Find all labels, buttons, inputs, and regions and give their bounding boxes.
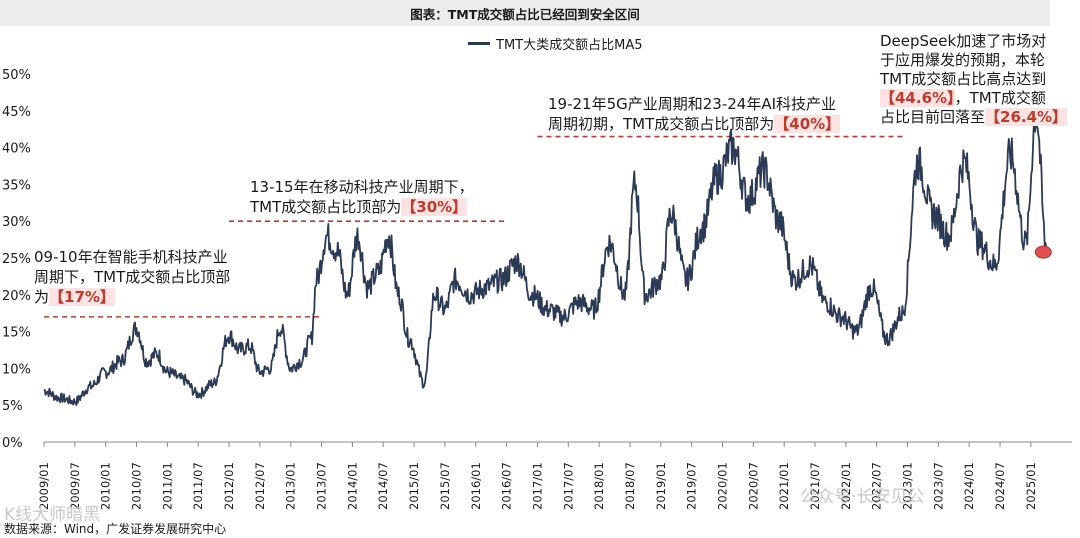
x-tick-label: 2011/07	[191, 462, 205, 510]
x-tick-label: 2022/07	[870, 462, 884, 510]
chart-title: 图表：TMT成交额占比已经回到安全区间	[0, 0, 1050, 26]
legend: TMT大类成交额占比MA5	[468, 34, 642, 53]
x-tick-label: 2010/07	[130, 462, 144, 510]
x-tick-label: 2014/01	[345, 462, 359, 510]
x-tick-label: 2015/01	[407, 462, 421, 510]
x-tick-label: 2016/07	[500, 462, 514, 510]
annotation-2025: DeepSeek加速了市场对 于应用爆发的预期，本轮 TMT成交额占比高点达到 …	[880, 32, 1068, 126]
current-value-marker	[1034, 245, 1052, 259]
x-tick-label: 2013/07	[315, 462, 329, 510]
x-tick-label: 2020/01	[715, 462, 729, 510]
x-tick-label: 2024/07	[993, 462, 1007, 510]
annotation-2009: 09-10年在智能手机科技产业 周期下，TMT成交额占比顶部 为【17%】	[34, 248, 231, 306]
annotation-2013: 13-15年在移动科技产业周期下， TMT成交额占比顶部为【30%】	[250, 178, 474, 216]
peak-value-44-6: 【44.6%】	[880, 89, 955, 107]
peak-value-17: 【17%】	[49, 288, 115, 306]
x-tick-label: 2016/01	[469, 462, 483, 510]
series-line	[43, 116, 1048, 406]
x-tick-label: 2011/01	[160, 462, 174, 510]
y-tick-label: 35%	[2, 178, 31, 193]
series-layer	[43, 116, 1052, 406]
x-tick-label: 2017/01	[530, 462, 544, 510]
y-tick-label: 40%	[2, 142, 31, 157]
x-tick-label: 2012/01	[222, 462, 236, 510]
x-axis: 2009/01 2009/07 2010/01 2010/07 2011/01 2011/…	[37, 441, 1072, 510]
x-tick-label: 2013/01	[284, 462, 298, 510]
x-tick-label: 2021/07	[808, 462, 822, 510]
x-tick-label: 2014/07	[376, 462, 390, 510]
reference-lines	[44, 135, 903, 318]
x-tick-label: 2015/07	[438, 462, 452, 510]
y-axis: 0% 5% 10% 15% 20% 25% 30% 35% 40% 45% 50%	[2, 68, 31, 451]
y-tick-label: 50%	[2, 68, 31, 83]
x-tick-label: 2019/01	[654, 462, 668, 510]
x-tick-label: 2017/07	[561, 462, 575, 510]
x-tick-label: 2009/07	[68, 462, 82, 510]
current-value-26-4: 【26.4%】	[985, 108, 1068, 126]
y-tick-label: 20%	[2, 289, 31, 304]
y-tick-label: 15%	[2, 326, 31, 341]
y-tick-label: 45%	[2, 105, 31, 120]
y-tick-label: 0%	[2, 436, 23, 451]
x-tick-label: 2023/07	[931, 462, 945, 510]
x-tick-label: 2010/01	[99, 462, 113, 510]
x-tick-label: 2019/07	[685, 462, 699, 510]
peak-value-30: 【30%】	[401, 198, 468, 216]
x-tick-label: 2020/07	[746, 462, 760, 510]
x-tick-label: 2025/01	[1024, 462, 1038, 510]
x-tick-label: 2018/07	[623, 462, 637, 510]
x-tick-label: 2021/01	[777, 462, 791, 510]
y-tick-label: 5%	[2, 399, 23, 414]
x-tick-label: 2024/01	[962, 462, 976, 510]
y-tick-label: 30%	[2, 215, 31, 230]
x-tick-label: 2023/01	[901, 462, 915, 510]
legend-label: TMT大类成交额占比MA5	[496, 38, 643, 53]
peak-value-40: 【40%】	[774, 115, 841, 133]
y-tick-label: 10%	[2, 362, 31, 377]
y-tick-label: 25%	[2, 252, 31, 267]
x-tick-label: 2018/01	[592, 462, 606, 510]
x-tick-label: 2009/01	[37, 462, 51, 510]
x-tick-label: 2022/01	[839, 462, 853, 510]
annotation-2019: 19-21年5G产业周期和23-24年AI科技产业 周期初期，TMT成交额占比顶…	[548, 95, 841, 133]
legend-swatch	[468, 42, 490, 45]
watermark-right: 公众号·长安见公	[800, 487, 925, 507]
source-note: 数据来源：Wind，广发证券发展研究中心	[4, 522, 227, 536]
x-tick-label: 2012/07	[253, 462, 267, 510]
watermark-left: K线大师暗黑	[4, 505, 101, 525]
